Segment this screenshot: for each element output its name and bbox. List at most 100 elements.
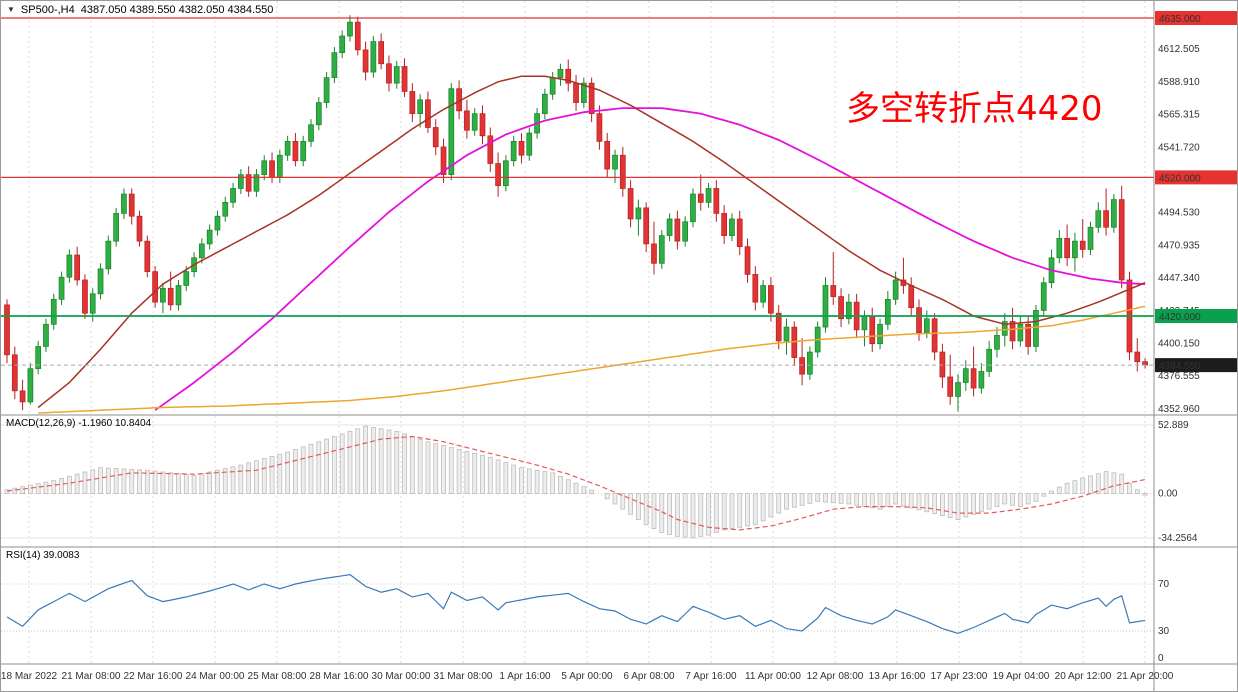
macd-histogram-bar xyxy=(1010,493,1015,506)
candle-body xyxy=(768,285,774,314)
macd-histogram-bar xyxy=(293,449,298,495)
macd-histogram-bar xyxy=(823,493,828,503)
price-axis-label: 4470.935 xyxy=(1158,240,1200,251)
candle-body xyxy=(448,88,455,175)
macd-histogram-bar xyxy=(222,468,228,494)
macd-histogram-bar xyxy=(542,471,548,494)
time-axis-label: 24 Mar 00:00 xyxy=(186,671,245,682)
time-axis-label: 13 Apr 16:00 xyxy=(869,671,926,682)
candle-body xyxy=(994,335,1000,350)
candle-body xyxy=(308,124,314,142)
macd-histogram-bar xyxy=(464,451,470,494)
time-axis[interactable]: 18 Mar 2022 21 Mar 08:00 22 Mar 16:00 24 Ma… xyxy=(1,671,1174,682)
macd-histogram-bar xyxy=(417,438,423,495)
candle-body xyxy=(830,285,837,297)
macd-histogram-bar xyxy=(534,469,540,494)
symbol-timeframe-label: SP500-,H4 xyxy=(20,4,75,16)
candle-body xyxy=(542,93,548,114)
macd-histogram-bar xyxy=(604,493,610,500)
macd-histogram-bar xyxy=(924,493,930,513)
macd-histogram-bar xyxy=(12,487,18,494)
ohlc-values: 4387.050 4389.550 4382.050 4384.550 xyxy=(80,4,274,16)
macd-histogram-bar xyxy=(698,493,704,537)
candle-body xyxy=(1064,238,1070,259)
candle-body xyxy=(822,285,829,328)
time-axis-label: 20 Apr 12:00 xyxy=(1055,671,1112,682)
macd-histogram-bar xyxy=(503,462,509,494)
candle-body xyxy=(11,354,18,392)
candle-body xyxy=(19,390,26,403)
candle-body xyxy=(1025,323,1031,347)
macd-histogram-bar xyxy=(448,447,454,494)
price-axis[interactable]: 4612.5054588.9104565.3154541.7204518.125… xyxy=(1155,11,1238,664)
macd-histogram-bar xyxy=(1072,480,1078,494)
rsi-indicator-name: RSI(14) xyxy=(6,550,41,561)
candle-body xyxy=(479,113,486,137)
macd-histogram-bar xyxy=(230,466,236,495)
rsi-indicator-label: RSI(14) 39.0083 xyxy=(6,550,79,561)
candle-body xyxy=(214,215,221,231)
candle-body xyxy=(869,315,876,345)
candle-body xyxy=(230,188,236,203)
candle-body xyxy=(253,174,260,192)
macd-histogram-bar xyxy=(713,493,719,533)
macd-histogram-bar xyxy=(729,493,735,530)
candle-body xyxy=(503,160,509,187)
macd-histogram-bar xyxy=(635,493,641,520)
candle-body xyxy=(66,254,73,278)
candle-body xyxy=(276,154,283,178)
macd-histogram-bar xyxy=(869,493,875,509)
candle-body xyxy=(736,218,743,248)
candle-body xyxy=(1040,282,1047,311)
macd-histogram-bar xyxy=(51,480,57,494)
macd-histogram-bar xyxy=(994,493,1000,507)
candle-body xyxy=(35,346,42,370)
time-axis-label: 6 Apr 08:00 xyxy=(623,671,675,682)
candle-body xyxy=(440,146,447,175)
macd-histogram-bar xyxy=(316,441,322,494)
candle-body xyxy=(518,141,525,156)
macd-histogram-bar xyxy=(480,454,485,495)
macd-histogram-bar xyxy=(745,493,750,527)
macd-histogram-bar xyxy=(137,469,142,495)
candle-body xyxy=(113,213,119,242)
candle-body xyxy=(526,132,533,156)
macd-histogram-bar xyxy=(199,473,205,494)
macd-histogram-bar xyxy=(1041,493,1047,497)
time-axis-label: 28 Mar 16:00 xyxy=(310,671,369,682)
candle-body xyxy=(682,221,689,242)
macd-histogram-bar xyxy=(971,493,976,515)
time-axis-label: 22 Mar 16:00 xyxy=(124,671,183,682)
macd-histogram-bar xyxy=(1142,493,1148,496)
price-badge: 4635.000 xyxy=(1155,11,1237,25)
macd-histogram-bar xyxy=(908,493,914,509)
macd-histogram-bar xyxy=(651,493,657,530)
macd-histogram-bar xyxy=(1002,493,1008,505)
candle-body xyxy=(697,193,704,203)
macd-histogram-bar xyxy=(215,469,220,494)
price-axis-label: 4400.150 xyxy=(1158,339,1200,350)
time-axis-label: 1 Apr 16:00 xyxy=(499,671,551,682)
candle-body xyxy=(690,193,696,223)
candle-body xyxy=(884,299,891,325)
candle-body xyxy=(955,382,961,397)
macd-signal-line xyxy=(6,435,1146,531)
candle-body xyxy=(393,66,400,84)
time-axis-label: 5 Apr 00:00 xyxy=(561,671,613,682)
candle-body xyxy=(1142,361,1148,366)
macd-histogram-bar xyxy=(1056,486,1062,494)
macd-histogram-bar xyxy=(191,475,197,494)
macd-indicator-label: MACD(12,26,9) -1.1960 10.8404 xyxy=(6,418,151,429)
symbol-dropdown-icon[interactable]: ▼ xyxy=(7,5,15,14)
macd-histogram-bar xyxy=(737,493,743,528)
macd-histogram-bar xyxy=(558,475,563,495)
candle-body xyxy=(128,193,135,217)
macd-histogram-bar xyxy=(963,493,969,518)
macd-histogram-bar xyxy=(752,493,758,526)
candle-body xyxy=(121,193,127,214)
annotation-text[interactable]: 多空转折点4420 xyxy=(846,89,1103,129)
macd-histogram-bar xyxy=(409,436,415,494)
macd-histogram-bar xyxy=(838,493,844,504)
